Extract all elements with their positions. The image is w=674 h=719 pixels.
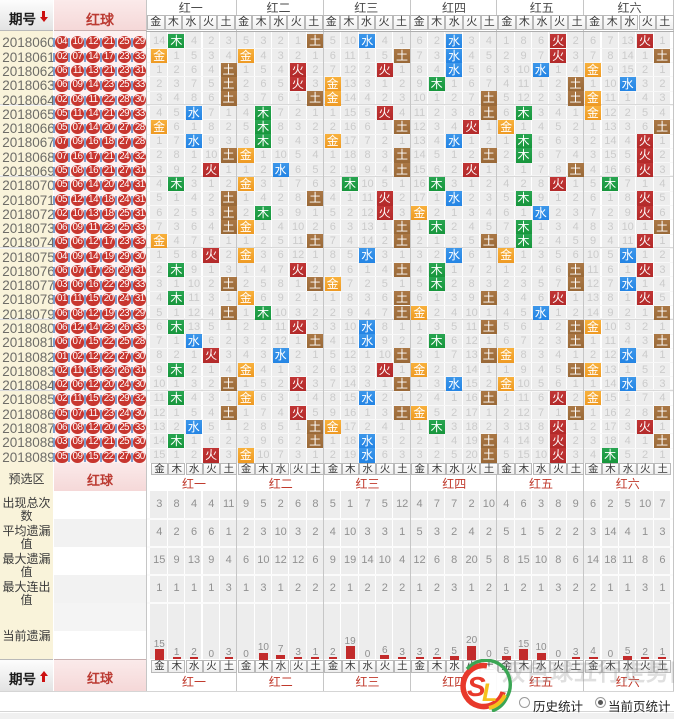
svg-text:L: L	[482, 679, 497, 707]
svg-text:S: S	[467, 671, 486, 702]
